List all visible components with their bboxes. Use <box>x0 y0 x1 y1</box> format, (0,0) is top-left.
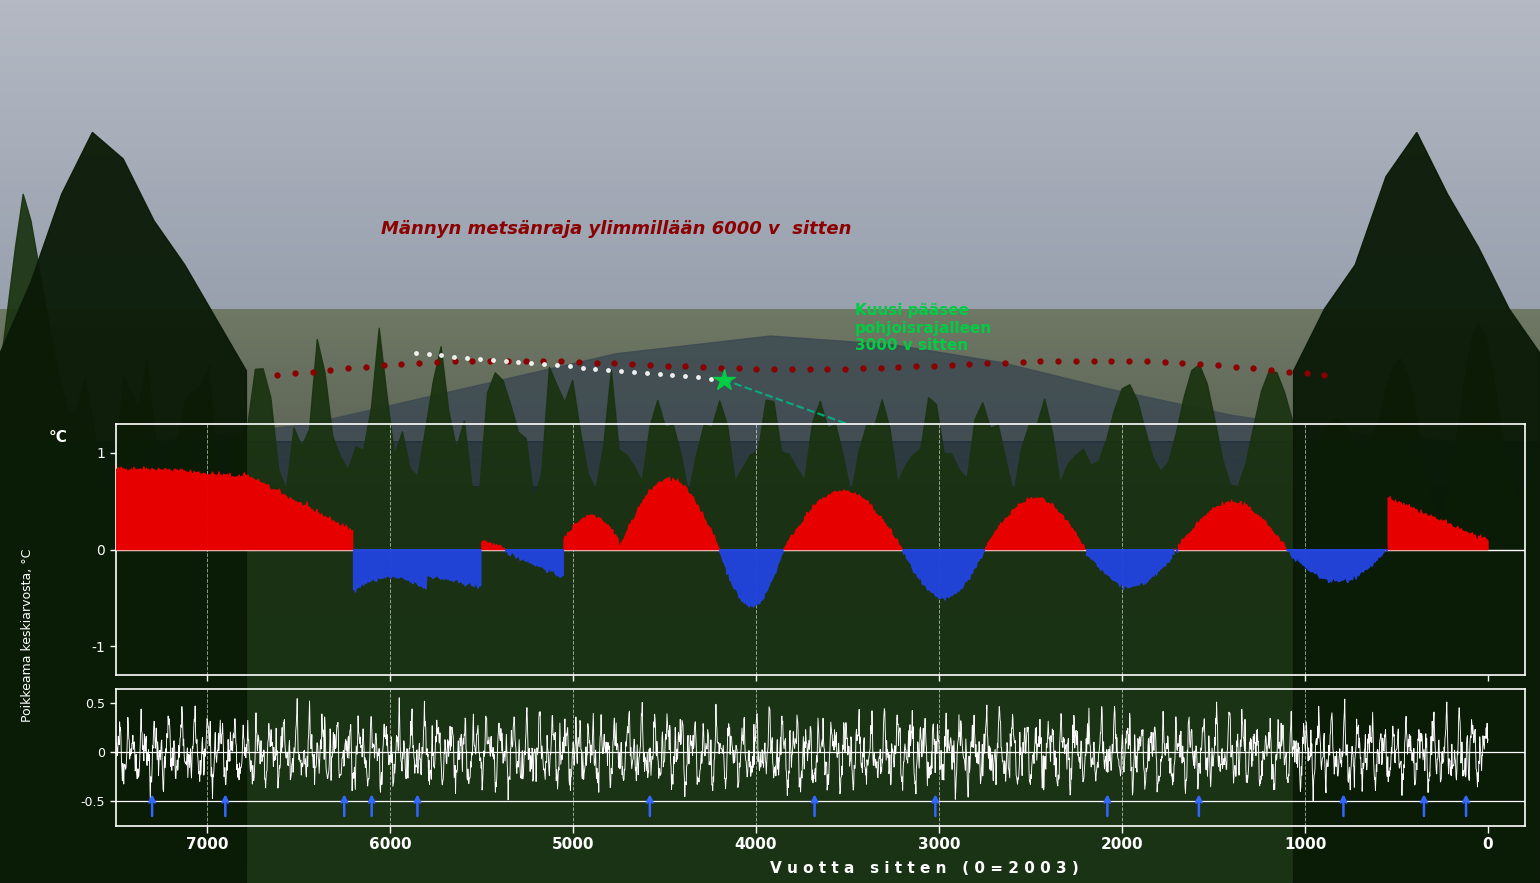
Text: V u o t t a   s i t t e n   ( 0 = 2 0 0 3 ): V u o t t a s i t t e n ( 0 = 2 0 0 3 ) <box>770 861 1078 876</box>
Text: Männyn metsänraja ylimmillään 6000 v  sitten: Männyn metsänraja ylimmillään 6000 v sit… <box>380 221 852 238</box>
Text: °C: °C <box>49 430 68 444</box>
Text: Poikkeama keskiarvosta, °C: Poikkeama keskiarvosta, °C <box>22 549 34 722</box>
Text: Kuusi pääsee
pohjoisrajalleen
3000 v sitten: Kuusi pääsee pohjoisrajalleen 3000 v sit… <box>855 304 992 353</box>
Polygon shape <box>0 132 246 883</box>
Polygon shape <box>1294 132 1540 883</box>
